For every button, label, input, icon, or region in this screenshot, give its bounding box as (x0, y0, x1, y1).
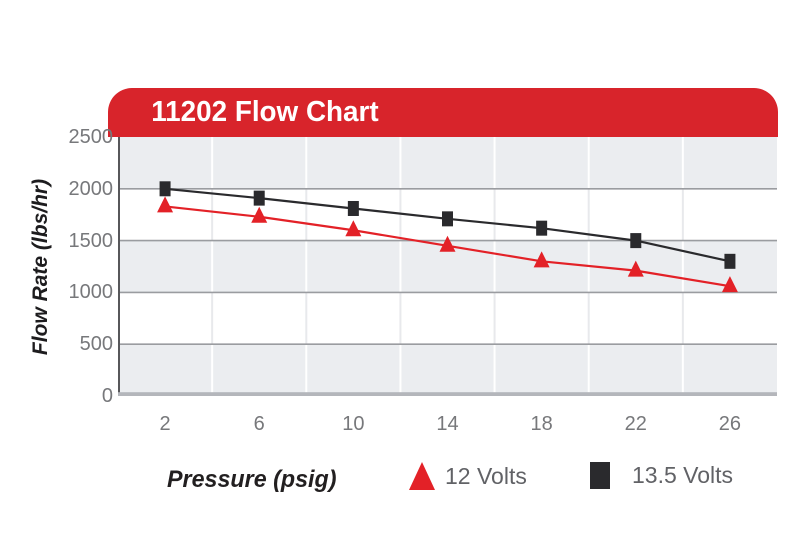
triangle-marker (251, 206, 268, 223)
triangle-marker-icon (409, 462, 435, 490)
y-tick-label: 1000 (68, 281, 114, 304)
square-marker (347, 200, 359, 216)
legend-item-12-volts: 12 Volts (409, 462, 527, 490)
triangle-marker (439, 235, 456, 252)
chart-title-bar: 11202 Flow Chart (108, 88, 778, 137)
legend-label-13-5-volts: 13.5 Volts (632, 462, 734, 488)
triangle-marker (533, 251, 550, 268)
band-row (118, 292, 777, 345)
square-marker (536, 220, 548, 236)
y-tick-label: 500 (79, 333, 113, 356)
triangle-marker (627, 260, 644, 277)
legend-item-13-5-volts: 13.5 Volts (590, 462, 733, 489)
x-axis-title: Pressure (psig) (167, 466, 337, 493)
square-marker-icon (590, 462, 610, 489)
x-tick-label: 22 (624, 413, 647, 435)
x-tick-label: 2 (159, 413, 171, 435)
square-marker (253, 190, 265, 206)
square-marker (159, 181, 171, 197)
square-marker (442, 211, 453, 227)
y-tick-label: 2500 (68, 126, 114, 148)
x-tick-label: 6 (253, 413, 265, 435)
x-tick-label: 10 (342, 413, 365, 435)
triangle-marker (157, 196, 174, 213)
y-tick-label: 2000 (68, 177, 114, 200)
legend-label-12-volts: 12 Volts (445, 462, 527, 489)
x-tick-label: 26 (718, 413, 742, 435)
x-axis-line (118, 392, 777, 396)
band-row (118, 344, 777, 396)
square-marker (724, 253, 736, 269)
x-tick-label: 14 (436, 413, 459, 435)
triangle-marker (721, 276, 738, 293)
chart-title: 11202 Flow Chart (151, 96, 379, 128)
x-tick-label: 18 (530, 413, 553, 435)
y-tick-label: 1500 (68, 229, 114, 252)
y-axis-title: Flow Rate (lbs/hr) (29, 178, 52, 356)
plot-area (118, 137, 777, 396)
square-marker (630, 233, 642, 249)
triangle-marker (345, 220, 362, 237)
band-row (118, 137, 777, 189)
y-tick-label: 0 (101, 385, 113, 407)
